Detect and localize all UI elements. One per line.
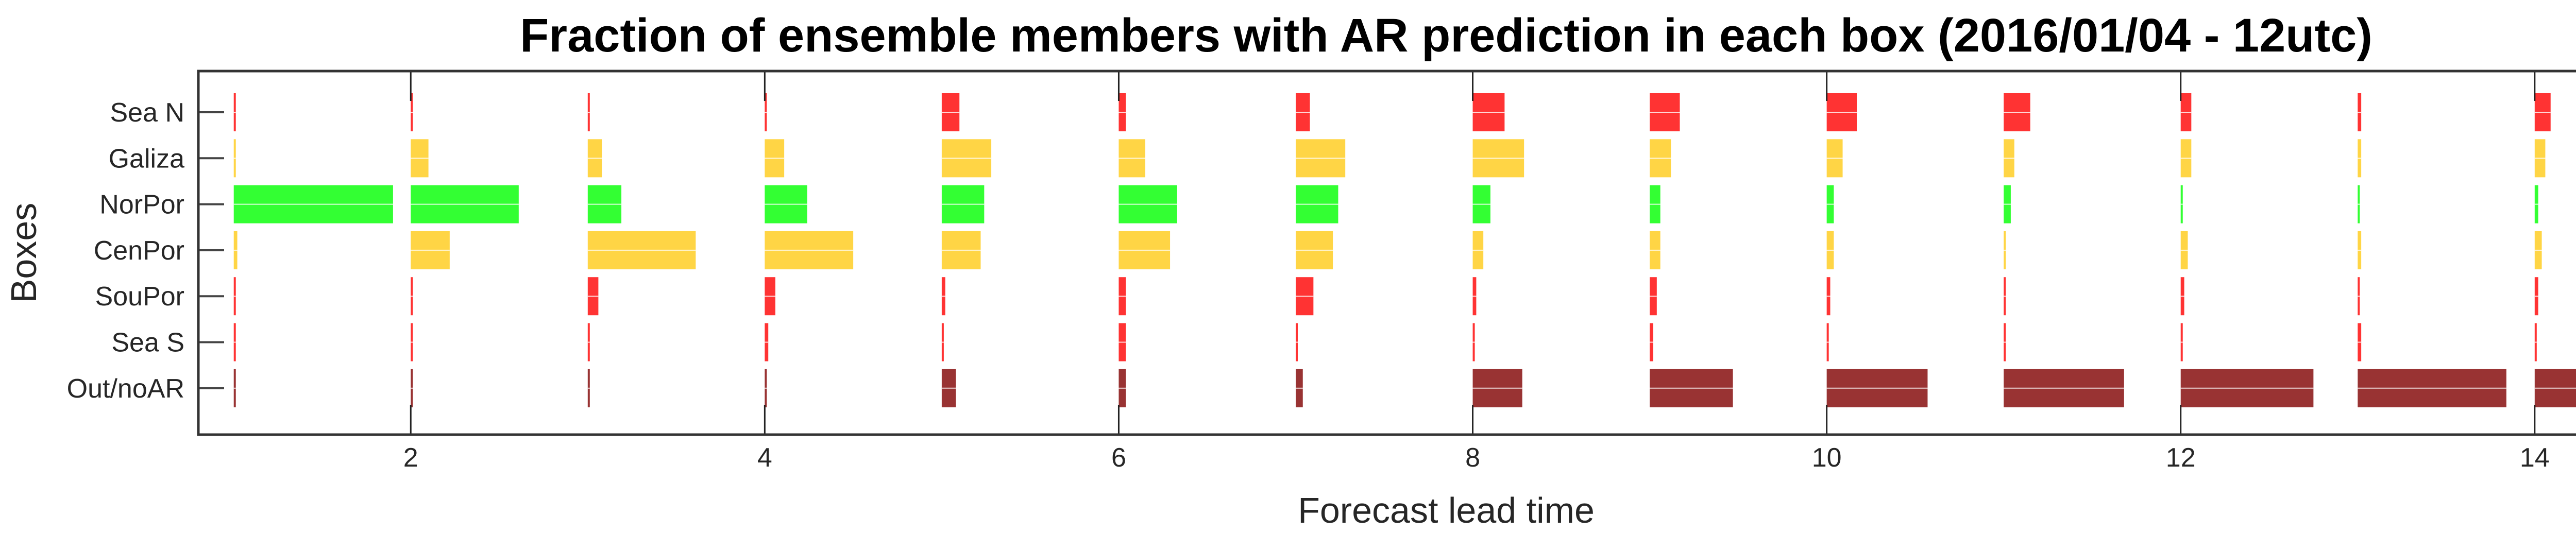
y-tick-label: NorPor: [99, 190, 184, 220]
y-tick-label: Sea N: [110, 98, 184, 128]
y-axis-label: Boxes: [4, 203, 44, 303]
axes-layer: Sea N Galiza NorPor CenPor SouPor Sea S Out/no…: [67, 70, 2576, 473]
x-tick-label: 2: [403, 443, 418, 473]
y-tick-label: Sea S: [111, 328, 184, 358]
x-axis-label: Forecast lead time: [1298, 490, 1595, 530]
y-tick-label: CenPor: [94, 236, 184, 266]
x-tick-label: 8: [1465, 443, 1480, 473]
bars-layer: [233, 93, 2576, 407]
plot-frame: [197, 70, 2576, 436]
x-tick-label: 14: [2520, 443, 2550, 473]
x-tick-label: 12: [2166, 443, 2196, 473]
y-tick-label: Out/noAR: [67, 374, 184, 404]
y-tick-label: Galiza: [109, 144, 184, 174]
y-tick-label: SouPor: [95, 282, 184, 312]
x-tick-label: 4: [757, 443, 772, 473]
x-tick-label: 6: [1111, 443, 1126, 473]
chart-title: Fraction of ensemble members with AR pre…: [520, 9, 2372, 62]
x-tick-label: 10: [1812, 443, 1842, 473]
